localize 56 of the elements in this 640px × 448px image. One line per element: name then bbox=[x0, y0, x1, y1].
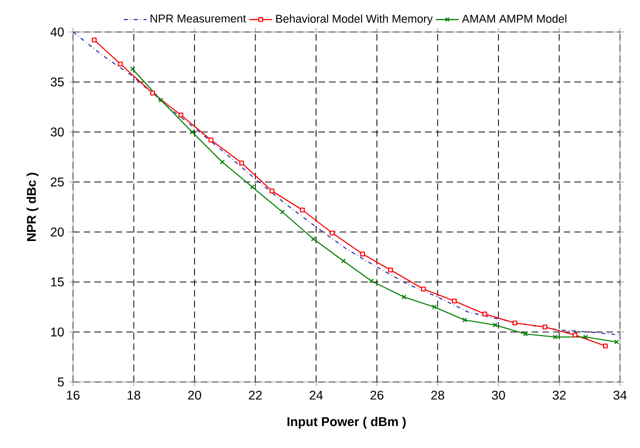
point bbox=[572, 332, 578, 338]
point bbox=[552, 334, 558, 340]
point bbox=[388, 268, 393, 272]
point bbox=[118, 62, 123, 66]
point bbox=[310, 236, 316, 242]
y-axis-title: NPR ( dBc ) bbox=[26, 172, 38, 241]
point bbox=[523, 332, 528, 336]
point bbox=[583, 334, 588, 340]
point bbox=[178, 112, 184, 118]
y-tick-label: 30 bbox=[50, 128, 64, 136]
x-tick-label: 32 bbox=[552, 390, 566, 400]
point bbox=[420, 286, 426, 292]
point bbox=[452, 298, 457, 304]
x-tick-label: 34 bbox=[613, 390, 627, 400]
point bbox=[239, 160, 244, 166]
y-tick-label: 15 bbox=[51, 278, 64, 286]
y-tick-label: 35 bbox=[50, 78, 64, 86]
point bbox=[270, 188, 274, 194]
point bbox=[150, 90, 156, 96]
x-tick-label: 22 bbox=[248, 390, 262, 400]
point bbox=[341, 258, 346, 264]
point bbox=[360, 252, 366, 256]
point bbox=[482, 312, 488, 316]
x-tick-label: 28 bbox=[431, 390, 444, 400]
point bbox=[402, 294, 406, 300]
point bbox=[330, 230, 335, 236]
point bbox=[280, 210, 285, 214]
y-tick-label: 40 bbox=[50, 28, 64, 36]
x-tick-label: 24 bbox=[310, 390, 323, 400]
point bbox=[190, 130, 195, 134]
point bbox=[300, 208, 305, 212]
y-tick-label: 5 bbox=[58, 378, 64, 386]
point bbox=[462, 318, 468, 322]
x-axis-title: Input Power ( dBm ) bbox=[288, 416, 406, 429]
x-tick-label: 30 bbox=[492, 390, 505, 400]
y-tick-label: 25 bbox=[50, 178, 64, 186]
x-tick-label: 18 bbox=[128, 390, 140, 400]
point bbox=[250, 184, 255, 190]
point bbox=[369, 278, 374, 284]
point bbox=[208, 138, 214, 142]
y-tick-label: 20 bbox=[50, 228, 64, 236]
legend-label: NPR Measurement bbox=[150, 14, 246, 23]
x-tick-label: 20 bbox=[188, 390, 202, 400]
legend-label: AMAM AMPM Model bbox=[462, 14, 566, 23]
point bbox=[492, 322, 498, 328]
x-tick-label: 26 bbox=[370, 390, 384, 400]
point bbox=[603, 344, 608, 348]
point bbox=[512, 320, 518, 326]
y-tick-label: 10 bbox=[51, 328, 64, 336]
point bbox=[542, 324, 548, 330]
point bbox=[220, 160, 225, 164]
point bbox=[158, 98, 164, 102]
legend-label: Behavioral Model With Memory bbox=[276, 14, 433, 25]
x-tick-label: 16 bbox=[66, 390, 80, 400]
point bbox=[92, 38, 97, 42]
point bbox=[432, 304, 437, 310]
